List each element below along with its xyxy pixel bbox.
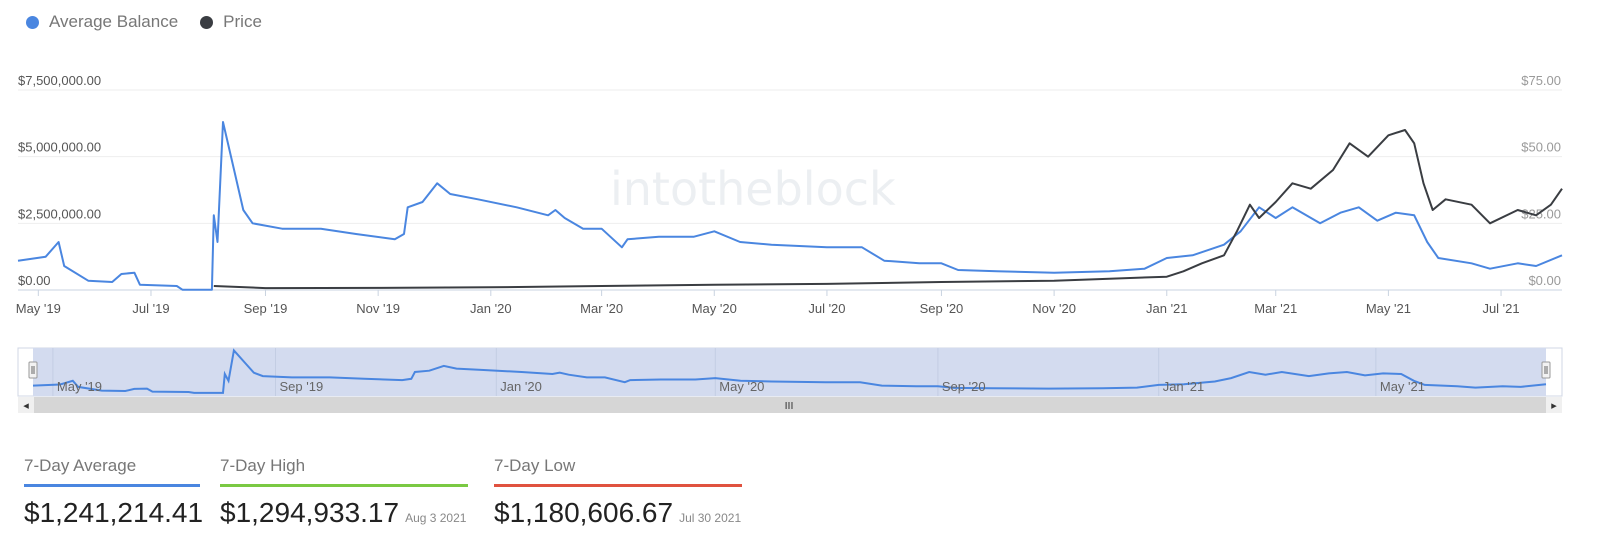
x-tick-label: Jul '21 — [1482, 301, 1519, 316]
x-tick-label: Jul '19 — [132, 301, 169, 316]
legend-label-average-balance: Average Balance — [49, 12, 179, 31]
legend-label-price: Price — [223, 12, 262, 31]
x-axis: May '19 Jul '19 Sep '19 Nov '19 Jan '20 Mar '… — [16, 290, 1520, 316]
handle-body — [1541, 361, 1551, 379]
y-left-tick-label: $2,500,000.00 — [18, 206, 101, 221]
stat-label-average: 7-Day Average — [24, 456, 200, 487]
stat-7-day-average: 7-Day Average $1,241,214.41 — [24, 456, 204, 529]
stat-value-average: $1,241,214.41 — [24, 497, 204, 528]
main-chart: intotheblock $0.00 $2,500,000.00 $5,000,00… — [16, 73, 1563, 316]
legend-dot-price — [200, 15, 214, 29]
x-tick-label: Mar '20 — [580, 301, 623, 316]
scrollbar-thumb — [34, 397, 1546, 413]
chart-legend: Average Balance Price — [26, 12, 262, 32]
navigator-selection — [33, 348, 1546, 396]
navigator-controls[interactable]: ◂ ▸ III — [18, 361, 1562, 413]
stat-value-high: $1,294,933.17 — [220, 497, 400, 528]
navigator-tick-label: Sep '19 — [280, 379, 324, 394]
x-tick-label: May '19 — [16, 301, 61, 316]
navigator-labels: May '19 Sep '19 Jan '20 May '20 Sep '20 Jan '… — [57, 379, 1425, 394]
x-tick-label: Jul '20 — [808, 301, 845, 316]
y-axis-left: $0.00 $2,500,000.00 $5,000,000.00 $7,500,00… — [18, 73, 101, 288]
legend-item-average-balance[interactable]: Average Balance — [26, 12, 178, 32]
stat-label-low: 7-Day Low — [494, 456, 742, 487]
x-tick-label: Sep '19 — [244, 301, 288, 316]
navigator-tick-label: May '21 — [1380, 379, 1425, 394]
stat-date-low: Jul 30 2021 — [679, 511, 742, 525]
scroll-left-arrow[interactable]: ◂ — [23, 399, 29, 412]
legend-dot-average-balance — [26, 15, 39, 29]
y-left-tick-label: $5,000,000.00 — [18, 140, 101, 155]
scroll-right-arrow[interactable]: ▸ — [1551, 399, 1557, 412]
x-tick-label: Nov '19 — [356, 301, 400, 316]
x-tick-label: Nov '20 — [1032, 301, 1076, 316]
navigator-background — [17, 347, 1563, 397]
navigator-tick-label: May '19 — [57, 379, 102, 394]
navigator[interactable]: May '19 Sep '19 Jan '20 May '20 Sep '20 Jan '… — [0, 0, 1612, 420]
y-axis-right: $0.00 $25.00 $50.00 $75.00 — [1521, 73, 1561, 288]
stat-value-low: $1,180,606.67 — [494, 497, 674, 528]
y-right-tick-label: $75.00 — [1521, 73, 1561, 88]
y-left-tick-label: $7,500,000.00 — [18, 73, 101, 88]
x-tick-label: Mar '21 — [1254, 301, 1297, 316]
scrollbar-grip: III — [785, 401, 794, 412]
x-tick-label: May '20 — [692, 301, 737, 316]
navigator-handle-right[interactable] — [1541, 361, 1551, 379]
x-tick-label: Jan '21 — [1146, 301, 1188, 316]
stat-7-day-high: 7-Day High $1,294,933.17 Aug 3 2021 — [220, 456, 468, 529]
x-tick-label: Sep '20 — [920, 301, 964, 316]
stat-7-day-low: 7-Day Low $1,180,606.67 Jul 30 2021 — [494, 456, 742, 529]
stats-row: 7-Day Average $1,241,214.41 7-Day High $… — [24, 456, 742, 529]
series-lines — [17, 121, 1563, 291]
navigator-scrollbar[interactable]: ◂ ▸ III — [18, 397, 1562, 413]
y-right-tick-label: $50.00 — [1521, 140, 1561, 155]
y-right-tick-label: $25.00 — [1521, 206, 1561, 221]
grid-lines — [18, 89, 1562, 291]
x-tick-label: Jan '20 — [470, 301, 512, 316]
navigator-tick-label: Sep '20 — [942, 379, 986, 394]
stat-label-high: 7-Day High — [220, 456, 468, 487]
handle-body — [28, 361, 38, 379]
stat-date-high: Aug 3 2021 — [405, 511, 467, 525]
navigator-tick-label: Jan '20 — [500, 379, 542, 394]
x-tick-label: May '21 — [1366, 301, 1411, 316]
legend-item-price[interactable]: Price — [200, 12, 262, 32]
navigator-handle-left[interactable] — [28, 361, 38, 379]
navigator-grid — [52, 348, 1377, 396]
series-line-price — [213, 129, 1563, 290]
navigator-series — [32, 348, 1547, 394]
watermark: intotheblock — [610, 162, 896, 216]
y-right-tick-label: $0.00 — [1528, 273, 1561, 288]
navigator-tick-label: May '20 — [719, 379, 764, 394]
y-left-tick-label: $0.00 — [18, 273, 51, 288]
series-line-average-balance — [17, 121, 1563, 291]
navigator-series-line — [32, 348, 1547, 394]
navigator-tick-label: Jan '21 — [1163, 379, 1205, 394]
